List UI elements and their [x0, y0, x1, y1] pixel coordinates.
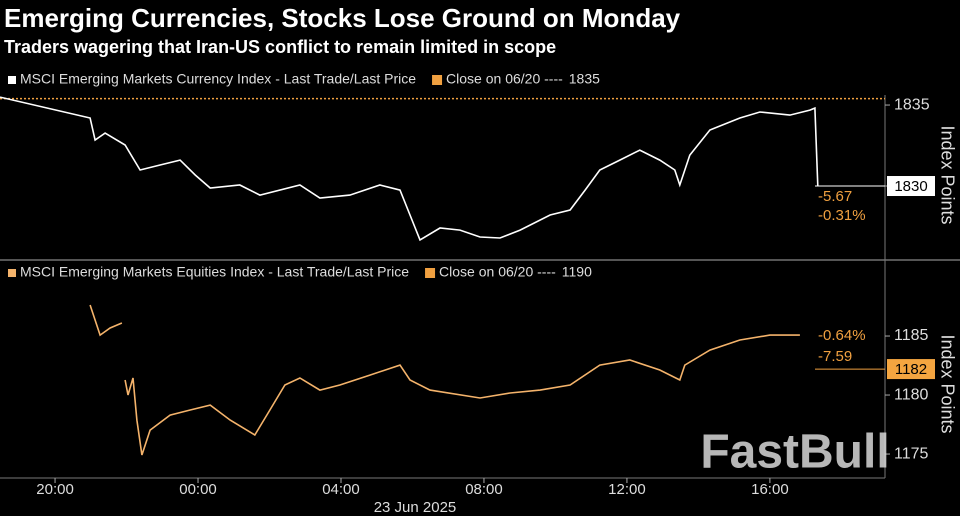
- legend-label: MSCI Emerging Markets Equities Index - L…: [20, 264, 409, 280]
- legend-swatch: [425, 268, 436, 278]
- legend-value: 1190: [562, 264, 592, 280]
- annotation: -0.64%: [818, 327, 866, 344]
- annotation: -0.31%: [818, 207, 866, 224]
- legend-swatch: [8, 269, 16, 277]
- annotation: -7.59: [818, 348, 852, 365]
- plot-area: [0, 96, 885, 242]
- last-value-label: 1830: [894, 178, 927, 195]
- watermark: FastBull: [700, 426, 889, 479]
- x-date-label: 23 Jun 2025: [374, 499, 457, 516]
- y-tick-label: 1185: [894, 327, 929, 344]
- plot-area: [89, 304, 800, 456]
- legend-label: MSCI Emerging Markets Currency Index - L…: [20, 71, 416, 87]
- last-value-box: [887, 359, 935, 380]
- y-axis-title: Index Points: [937, 334, 957, 433]
- y-tick-label: 1835: [894, 96, 930, 113]
- last-value-box: [887, 176, 935, 197]
- legend-label: Close on 06/20 ----: [439, 264, 556, 280]
- last-value-label: 1182: [895, 361, 927, 378]
- y-tick-label: 1180: [894, 386, 929, 403]
- y-axis-title: Index Points: [937, 125, 957, 224]
- series-line: [89, 304, 800, 456]
- y-tick-label: 1175: [894, 445, 929, 462]
- chart-subtitle: Traders wagering that Iran-US conflict t…: [4, 37, 556, 57]
- legend-value: 1835: [569, 71, 600, 87]
- annotation: -5.67: [818, 188, 852, 205]
- x-tick-label: 16:00: [751, 481, 789, 498]
- x-tick-label: 08:00: [465, 481, 503, 498]
- x-tick-label: 00:00: [179, 481, 217, 498]
- x-tick-label: 12:00: [608, 481, 646, 498]
- legend-swatch: [432, 75, 443, 85]
- series-line: [0, 96, 819, 242]
- x-tick-label: 04:00: [322, 481, 360, 498]
- chart-title: Emerging Currencies, Stocks Lose Ground …: [4, 3, 681, 33]
- legend-label: Close on 06/20 ----: [446, 71, 563, 87]
- legend-swatch: [8, 76, 16, 84]
- x-tick-label: 20:00: [36, 481, 74, 498]
